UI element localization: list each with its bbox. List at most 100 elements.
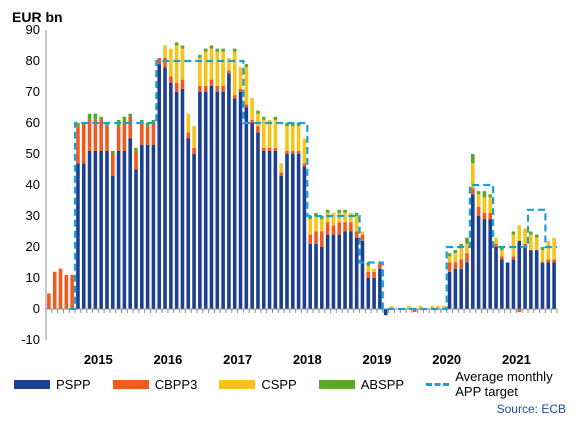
bar-segment <box>145 126 150 145</box>
bar-segment <box>308 216 313 220</box>
bar-segment <box>232 95 237 99</box>
bar-segment <box>174 45 179 83</box>
bar-segment <box>163 67 167 309</box>
bar-segment <box>517 309 522 313</box>
bar-segment <box>110 175 115 309</box>
bar-segment <box>320 219 324 232</box>
bar-segment <box>215 92 220 309</box>
bar-segment <box>482 212 487 220</box>
bar-segment <box>482 219 487 309</box>
bar-segment <box>314 212 318 216</box>
bar-segment <box>256 110 260 114</box>
bar-segment <box>453 250 458 254</box>
source-note: Source: ECB <box>496 402 566 416</box>
bar-segment <box>360 234 365 241</box>
bar-segment <box>238 92 243 309</box>
bar-segment <box>122 116 127 123</box>
bar-segment <box>244 67 249 105</box>
bar-segment <box>110 154 115 176</box>
bar-segment <box>552 262 556 309</box>
bar-segment <box>47 293 51 309</box>
bar-segment <box>250 119 254 123</box>
bar-segment <box>471 194 475 309</box>
bar-segment <box>273 150 278 309</box>
target-line <box>69 59 557 311</box>
bar-segment <box>290 154 295 309</box>
y-axis-label: EUR bn <box>12 9 63 25</box>
bar-segment <box>337 222 342 235</box>
bar-segment <box>302 138 307 164</box>
bar-segment <box>198 92 202 309</box>
bar-segment <box>476 194 481 207</box>
bar-segment <box>523 228 527 244</box>
legend-item-cspp: CSPP <box>219 377 297 392</box>
bar-segment <box>378 268 382 309</box>
bar-segment <box>93 113 98 120</box>
bar-segment <box>459 247 463 260</box>
bar-segment <box>488 212 493 220</box>
bar-segment <box>471 188 475 195</box>
bar-segment <box>267 150 272 309</box>
bar-segment <box>76 163 80 309</box>
bar-segment <box>285 150 289 154</box>
bar-segment <box>87 150 92 309</box>
legend-item-target: Average monthly APP target <box>426 369 560 399</box>
bar-segment <box>314 231 318 244</box>
bar-segment <box>471 163 475 189</box>
bar-segment <box>285 154 289 309</box>
x-year-label: 2016 <box>153 352 182 367</box>
bar-segment <box>372 268 376 272</box>
bar-segment <box>459 259 463 269</box>
bar-segment <box>186 132 191 139</box>
bar-segment <box>157 64 162 309</box>
bar-segment <box>87 119 92 151</box>
bar-segment <box>314 243 318 309</box>
bar-segment <box>320 231 324 247</box>
legend-swatch-cspp <box>219 379 256 389</box>
bar-segment <box>325 222 330 235</box>
bar-segment <box>546 262 551 309</box>
bar-segment <box>534 250 539 309</box>
bar-segment <box>488 194 493 198</box>
x-year-label: 2017 <box>223 352 252 367</box>
bar-segment <box>447 271 452 309</box>
bar-segment <box>459 268 463 309</box>
bar-segment <box>482 191 487 198</box>
bar-segment <box>279 172 283 176</box>
bar-segment <box>552 237 556 260</box>
bar-segment <box>192 154 196 309</box>
bar-segment <box>250 98 254 120</box>
legend-item-pspp: PSPP <box>14 377 91 392</box>
bar-segment <box>343 209 347 213</box>
bar-segment <box>285 126 289 151</box>
bar-segment <box>174 92 179 309</box>
bar-segment <box>134 147 138 151</box>
bar-segment <box>273 119 278 148</box>
bar-segment <box>70 274 74 309</box>
bar-segment <box>296 154 301 309</box>
bar-segment <box>267 147 272 151</box>
x-year-label: 2015 <box>84 352 113 367</box>
bar-segment <box>151 123 156 145</box>
bar-segment <box>99 150 103 309</box>
bar-segment <box>209 45 214 49</box>
x-year-label: 2019 <box>363 352 392 367</box>
bar-segment <box>163 57 167 68</box>
bar-segment <box>215 51 220 86</box>
bar-segment <box>308 243 313 309</box>
bar-segment <box>174 82 179 92</box>
bar-segment <box>198 57 202 86</box>
bar-segment <box>447 262 452 272</box>
bar-segment <box>174 42 179 46</box>
bar-segment <box>412 309 417 313</box>
bar-segment <box>366 265 371 272</box>
bar-segment <box>151 119 156 123</box>
bar-segment <box>366 262 371 266</box>
bar-segment <box>128 116 132 139</box>
bar-segment <box>459 243 463 247</box>
bar-segment <box>256 132 260 309</box>
bar-segment <box>169 48 173 77</box>
bar-segment <box>180 48 185 80</box>
bar-segment <box>232 98 237 309</box>
bar-segment <box>354 216 359 232</box>
